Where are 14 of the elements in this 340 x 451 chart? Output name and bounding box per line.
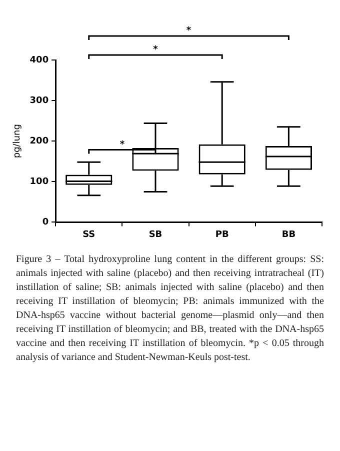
x-tick-label: BB <box>282 230 296 240</box>
annotation: * <box>120 140 125 150</box>
y-tick-label: 400 <box>30 55 49 66</box>
y-tick-label: 0 <box>42 218 49 228</box>
text: * <box>186 26 192 36</box>
y-tick-label: 100 <box>30 176 49 187</box>
x-tick-label: PB <box>215 230 229 240</box>
x-tick-label: SS <box>82 230 96 240</box>
y-axis-title: pg/lung <box>12 124 23 158</box>
y-tick-label: 200 <box>30 136 49 146</box>
x-tick-label: SB <box>148 230 162 240</box>
caption: Figure 3 – Total hydroxyproline lung content in the different groups: SS: animals injected with saline (placebo) and then receiving intratracheal (IT) instillation of saline; SB: animals injected with saline (placebo) and then receiving IT instillation of bleomycin; PB: animals immunized with the DNA-hsp65 vaccine without bacterial genome—plasmid only—and then receiving IT instillation of bleomycin; and BB, treated with the DNA-hsp65 vaccine and then receiving IT instillation of bleomycin. *p < 0.05 through analysis of variance and Student-Newman-Keuls post-test. <box>16 253 324 365</box>
text: * <box>153 45 158 55</box>
y-tick-label: 300 <box>30 96 49 106</box>
